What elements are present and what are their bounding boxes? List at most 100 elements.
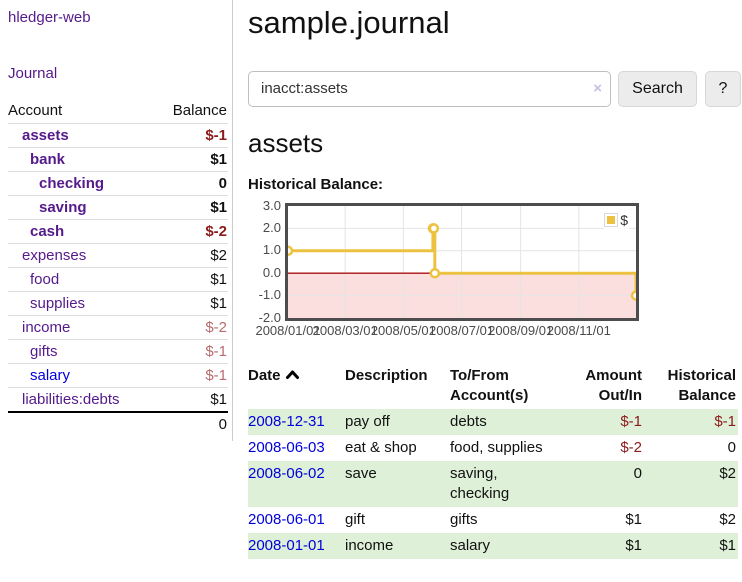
account-row: bank $1 — [8, 147, 228, 171]
accounts-total-row: 0 — [8, 411, 228, 435]
register-row: 2008-06-01 gift gifts $1 $2 — [248, 507, 738, 533]
account-link-bank[interactable]: bank — [30, 151, 66, 168]
txn-accounts: gifts — [450, 510, 478, 528]
main-content: sample.journal × Search ? assets Histori… — [248, 0, 742, 559]
txn-date-link[interactable]: 2008-12-31 — [248, 412, 325, 430]
legend-swatch-icon — [604, 212, 619, 227]
col-accounts: To/From Account(s) — [450, 366, 529, 404]
account-link-supplies[interactable]: supplies — [30, 295, 86, 312]
col-balance: Historical Balance — [667, 366, 736, 404]
account-balance: $1 — [210, 151, 227, 168]
txn-balance: $2 — [719, 510, 736, 528]
col-date-sort[interactable]: Date — [248, 363, 345, 409]
sort-asc-icon — [285, 366, 300, 386]
account-link-expenses[interactable]: expenses — [22, 247, 87, 264]
txn-amount: 0 — [633, 464, 642, 482]
txn-amount: $1 — [625, 510, 642, 528]
sidebar-item-journal[interactable]: Journal — [8, 65, 58, 82]
account-row: supplies $1 — [8, 291, 228, 315]
account-balance: $1 — [210, 199, 227, 216]
account-row: salary $-1 — [8, 363, 228, 387]
account-heading: assets — [248, 127, 324, 158]
txn-description: gift — [345, 510, 366, 528]
col-date-label: Date — [248, 366, 281, 384]
search-input[interactable] — [248, 70, 611, 107]
accounts-col-account: Account — [8, 102, 63, 119]
page-title: sample.journal — [248, 5, 450, 40]
txn-balance: $-1 — [714, 412, 736, 430]
x-tick-label: 2008/03/01 — [312, 322, 378, 338]
account-link-assets[interactable]: assets — [22, 127, 69, 144]
account-link-income[interactable]: income — [22, 319, 71, 336]
account-balance: $1 — [210, 391, 227, 408]
balance-chart-plot[interactable]: $ — [285, 202, 639, 321]
account-link-cash[interactable]: cash — [30, 223, 65, 240]
help-button[interactable]: ? — [705, 70, 741, 107]
col-description: Description — [345, 366, 428, 384]
legend-label: $ — [620, 211, 628, 228]
y-tick-label: -1.0 — [258, 287, 281, 303]
account-balance: $-1 — [205, 127, 227, 144]
account-link-salary[interactable]: salary — [30, 367, 71, 384]
txn-description: eat & shop — [345, 438, 417, 456]
app-brand-link[interactable]: hledger-web — [8, 9, 91, 26]
sidebar: hledger-web Journal Account Balance asse… — [0, 0, 233, 441]
search-button[interactable]: Search — [618, 70, 697, 107]
account-link-liabilities-debts[interactable]: liabilities:debts — [22, 391, 120, 408]
account-row: checking 0 — [8, 171, 228, 195]
account-link-checking[interactable]: checking — [39, 175, 105, 192]
txn-balance: $1 — [719, 536, 736, 554]
account-row: expenses $2 — [8, 243, 228, 267]
register-table: Date Description To/From Account(s) Amou… — [248, 363, 738, 559]
account-row: assets $-1 — [8, 123, 228, 147]
chart-title: Historical Balance: — [248, 175, 384, 193]
txn-description: income — [345, 536, 394, 554]
x-tick-label: 2008/09/01 — [488, 322, 554, 338]
account-row: cash $-2 — [8, 219, 228, 243]
txn-date-link[interactable]: 2008-01-01 — [248, 536, 325, 554]
register-header-row: Date Description To/From Account(s) Amou… — [248, 363, 738, 409]
txn-date-link[interactable]: 2008-06-03 — [248, 438, 325, 456]
balance-chart: $ 3.0 2.0 1.0 0.0 -1.0 -2.0 2008/01/01 2008/03… — [248, 197, 742, 339]
account-balance: $-2 — [205, 223, 227, 240]
account-balance: $1 — [210, 295, 227, 312]
account-row: saving $1 — [8, 195, 228, 219]
register-row: 2008-06-03 eat & shop food, supplies $-2… — [248, 435, 738, 461]
y-tick-label: 3.0 — [262, 197, 281, 213]
x-tick-label: 2008/01/01 — [255, 322, 321, 338]
register-row: 2008-12-31 pay off debts $-1 $-1 — [248, 408, 738, 435]
search-bar: × Search ? — [248, 70, 742, 107]
y-tick-label: 1.0 — [262, 242, 281, 258]
account-row: liabilities:debts $1 — [8, 387, 228, 411]
clear-search-icon[interactable]: × — [593, 79, 602, 97]
txn-amount: $-1 — [620, 412, 642, 430]
account-link-gifts[interactable]: gifts — [30, 343, 58, 360]
y-tick-label: 2.0 — [262, 219, 281, 235]
txn-amount: $-2 — [620, 438, 642, 456]
account-balance: 0 — [218, 175, 227, 192]
register-row: 2008-06-02 save saving, checking 0 $2 — [248, 460, 738, 507]
balance-chart-canvas — [288, 205, 636, 318]
account-balance: $-1 — [205, 367, 227, 384]
account-link-saving[interactable]: saving — [39, 199, 87, 216]
accounts-col-balance: Balance — [172, 102, 227, 119]
accounts-table-header: Account Balance — [8, 98, 228, 123]
account-balance: $-2 — [205, 319, 227, 336]
account-link-food[interactable]: food — [30, 271, 60, 288]
txn-accounts: food, supplies — [450, 438, 543, 456]
account-row: income $-2 — [8, 315, 228, 339]
txn-accounts: debts — [450, 412, 487, 430]
txn-balance: $2 — [719, 464, 736, 482]
account-balance: $-1 — [205, 343, 227, 360]
txn-description: save — [345, 464, 377, 482]
accounts-total-balance: 0 — [218, 415, 227, 433]
x-tick-label: 2008/11/01 — [546, 322, 611, 338]
txn-date-link[interactable]: 2008-06-01 — [248, 510, 325, 528]
txn-balance: 0 — [727, 438, 736, 456]
txn-amount: $1 — [625, 536, 642, 554]
x-tick-label: 2008/07/01 — [428, 322, 495, 338]
txn-description: pay off — [345, 412, 390, 430]
account-row: food $1 — [8, 267, 228, 291]
accounts-table: Account Balance assets $-1 bank $1 check… — [8, 98, 228, 435]
txn-date-link[interactable]: 2008-06-02 — [248, 464, 325, 482]
